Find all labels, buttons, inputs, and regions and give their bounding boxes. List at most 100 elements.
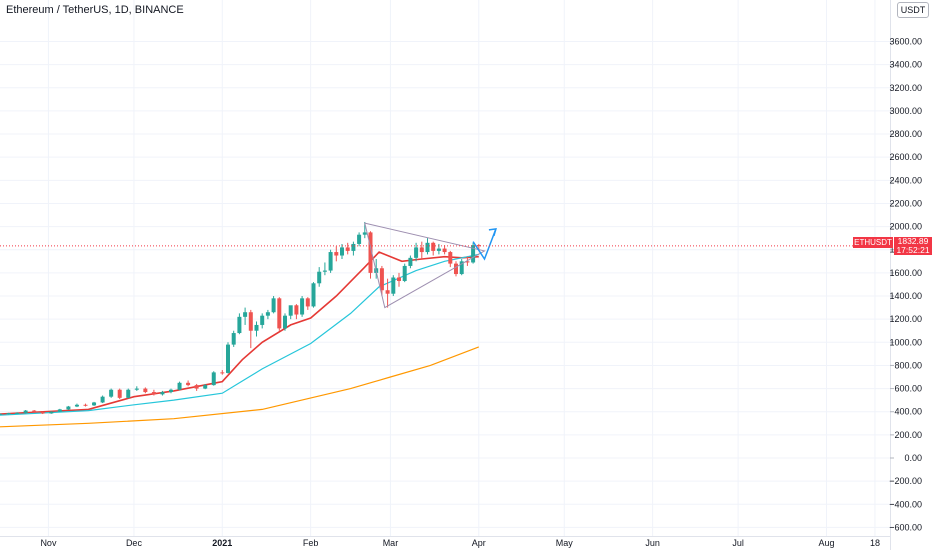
- candle[interactable]: [414, 242, 419, 262]
- currency-badge[interactable]: USDT: [897, 2, 929, 18]
- candle-body: [419, 247, 424, 253]
- candle[interactable]: [6, 412, 11, 415]
- candle[interactable]: [385, 278, 390, 308]
- candle-body: [391, 277, 396, 294]
- candle[interactable]: [57, 408, 62, 412]
- candle[interactable]: [237, 313, 242, 335]
- candle[interactable]: [294, 304, 299, 320]
- x-tick-label: Jun: [645, 538, 660, 548]
- y-tick-label: 800.00: [894, 360, 922, 370]
- candle[interactable]: [311, 282, 316, 308]
- candle[interactable]: [23, 409, 28, 414]
- candle[interactable]: [117, 388, 122, 399]
- price-axis[interactable]: 3600.00 3400.00 3200.00 3000.00 2800.00 2600.…: [889, 36, 922, 532]
- candle[interactable]: [243, 307, 248, 325]
- candle[interactable]: [231, 330, 236, 347]
- candle[interactable]: [277, 297, 282, 331]
- candle[interactable]: [431, 241, 436, 256]
- candle[interactable]: [83, 403, 88, 407]
- candle[interactable]: [260, 313, 265, 329]
- candle[interactable]: [391, 275, 396, 297]
- candle[interactable]: [0, 413, 2, 415]
- candle[interactable]: [254, 321, 259, 337]
- candle[interactable]: [397, 272, 401, 287]
- candle-body: [351, 243, 356, 251]
- candle[interactable]: [408, 255, 413, 269]
- candle-body: [322, 270, 327, 272]
- candle[interactable]: [160, 390, 165, 396]
- candle-body: [23, 410, 28, 413]
- candle-body: [243, 312, 248, 317]
- candle[interactable]: [340, 243, 344, 259]
- candle[interactable]: [100, 395, 105, 404]
- candle-body: [283, 315, 287, 329]
- candle-body: [448, 252, 453, 264]
- candle[interactable]: [288, 305, 293, 320]
- candle-body: [0, 413, 2, 415]
- candle[interactable]: [194, 383, 199, 391]
- y-tick-label: 200.00: [894, 430, 922, 440]
- candle[interactable]: [357, 232, 362, 247]
- candle[interactable]: [203, 383, 208, 390]
- candle[interactable]: [448, 250, 453, 268]
- candle[interactable]: [442, 245, 447, 255]
- candle[interactable]: [379, 265, 384, 297]
- candle[interactable]: [471, 242, 476, 264]
- candle-body: [203, 385, 208, 389]
- candle[interactable]: [300, 296, 305, 317]
- candle-body: [311, 283, 316, 307]
- candle-body: [414, 247, 419, 258]
- candle[interactable]: [402, 263, 407, 283]
- symbol-label: ETHUSDT: [853, 237, 893, 248]
- candle[interactable]: [322, 262, 327, 276]
- candle[interactable]: [66, 405, 71, 410]
- candle[interactable]: [271, 296, 276, 314]
- candle[interactable]: [15, 412, 20, 415]
- candle[interactable]: [186, 380, 191, 387]
- candle[interactable]: [126, 388, 131, 399]
- candle[interactable]: [248, 309, 253, 349]
- candle[interactable]: [305, 297, 310, 310]
- candle[interactable]: [32, 409, 37, 413]
- candle-body: [397, 277, 401, 281]
- candle[interactable]: [211, 371, 216, 386]
- candle[interactable]: [351, 241, 356, 256]
- candle-body: [226, 344, 230, 373]
- drawings[interactable]: [364, 222, 497, 309]
- candle[interactable]: [40, 411, 45, 415]
- candle-body: [436, 248, 441, 251]
- candle[interactable]: [459, 258, 464, 276]
- candle[interactable]: [220, 370, 225, 375]
- candle[interactable]: [265, 309, 270, 320]
- candle[interactable]: [226, 342, 230, 374]
- projection-path[interactable]: [472, 228, 497, 261]
- candle[interactable]: [134, 386, 139, 391]
- candle[interactable]: [334, 246, 339, 262]
- x-tick-label: Mar: [383, 538, 399, 548]
- candle[interactable]: [368, 231, 373, 279]
- candle[interactable]: [109, 388, 114, 398]
- candle[interactable]: [465, 256, 470, 266]
- candle[interactable]: [454, 261, 458, 277]
- candle[interactable]: [74, 403, 79, 408]
- candle-body: [134, 388, 139, 390]
- candle[interactable]: [92, 401, 97, 406]
- candlesticks[interactable]: [0, 221, 481, 415]
- candle[interactable]: [151, 389, 156, 396]
- y-tick-label: 600.00: [894, 384, 922, 394]
- candle[interactable]: [419, 241, 424, 259]
- symmetrical-triangle[interactable]: [364, 222, 486, 309]
- candle[interactable]: [143, 387, 148, 394]
- candle[interactable]: [317, 267, 322, 287]
- candle[interactable]: [49, 411, 54, 414]
- time-axis[interactable]: Nov Dec 2021 Feb Mar Apr May Jun Jul Aug 18: [40, 538, 880, 548]
- candle[interactable]: [177, 381, 182, 391]
- candle[interactable]: [283, 313, 287, 331]
- candle[interactable]: [169, 388, 173, 394]
- moving-average-line: [0, 346, 480, 428]
- candle[interactable]: [328, 249, 333, 273]
- candle[interactable]: [425, 238, 430, 255]
- y-tick-label: 1000.00: [889, 337, 922, 347]
- candle[interactable]: [345, 242, 350, 255]
